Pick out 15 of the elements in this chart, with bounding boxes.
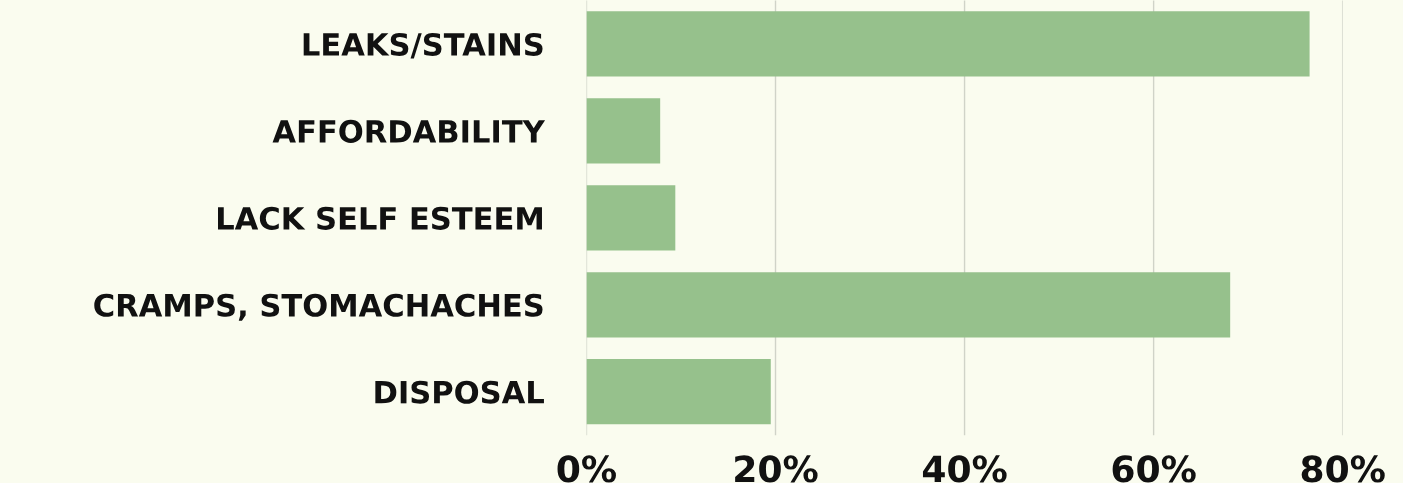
y-tick-label: LEAKS/STAINS	[303, 32, 543, 59]
x-tick-label: 80%	[1301, 455, 1385, 483]
bar	[586, 359, 771, 425]
bar	[586, 185, 676, 251]
bar	[586, 11, 1310, 77]
x-tick-label: 0%	[557, 455, 616, 483]
x-tick-label: 40%	[922, 455, 1007, 483]
y-tick-label: AFFORDABILITY	[272, 119, 546, 143]
bar	[586, 272, 1231, 338]
x-tick-label: 60%	[1112, 455, 1196, 483]
y-tick-label: LACK SELF ESTEEM	[218, 206, 542, 230]
y-tick-label: CRAMPS, STOMACHACHES	[94, 293, 543, 321]
y-tick-label: DISPOSAL	[375, 380, 544, 404]
x-tick-label: 20%	[735, 455, 818, 483]
bar	[586, 98, 661, 164]
